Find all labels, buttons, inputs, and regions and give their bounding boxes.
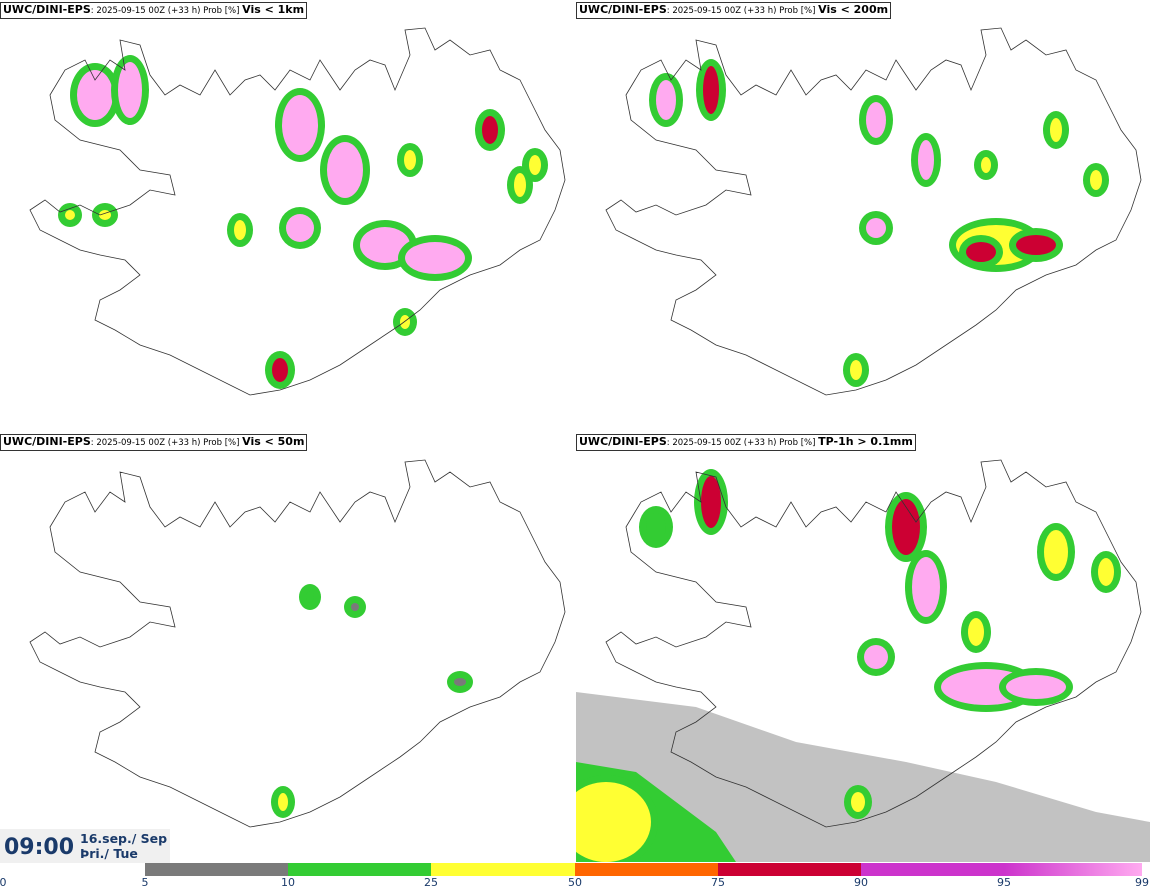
model-name: UWC/DINI-EPS <box>3 3 91 16</box>
probability-contour <box>454 678 466 686</box>
panel-title: UWC/DINI-EPS: 2025-09-15 00Z (+33 h) Pro… <box>576 2 892 19</box>
colorbar-tick-label: 90 <box>854 876 868 889</box>
probability-contour <box>306 591 314 603</box>
valid-date: 16.sep./ Sep Þri./ Tue <box>80 831 167 861</box>
colorbar-tick-label: 99 <box>1135 876 1149 889</box>
probability-contour <box>1090 170 1102 190</box>
variable-label: Vis < 1km <box>242 3 305 16</box>
colorbar-tick-label: 50 <box>568 876 582 889</box>
colorbar-segment <box>431 863 575 876</box>
probability-contour <box>400 315 410 329</box>
probability-contour <box>981 157 991 173</box>
colorbar-tick-label: 25 <box>424 876 438 889</box>
colorbar-segment <box>861 863 1004 876</box>
probability-contour <box>864 645 888 669</box>
probability-contour <box>656 80 676 120</box>
probability-contour <box>360 227 410 263</box>
panel-title: UWC/DINI-EPS: 2025-09-15 00Z (+33 h) Pro… <box>0 434 308 451</box>
probability-contour <box>1044 530 1068 574</box>
probability-contour <box>703 66 719 114</box>
precip-area <box>576 692 1150 862</box>
colorbar-tick-label: 95 <box>997 876 1011 889</box>
variable-label: TP-1h > 0.1mm <box>818 435 913 448</box>
colorbar-tick-label: 5 <box>141 876 149 889</box>
probability-contour <box>286 214 314 242</box>
iceland-coastline <box>605 459 1142 828</box>
valid-time: 09:00 <box>4 835 75 860</box>
probability-contour <box>1016 235 1056 255</box>
run-info: : 2025-09-15 00Z (+33 h) Prob [%] <box>90 6 243 16</box>
probability-contour <box>646 513 666 541</box>
probability-contour <box>866 218 886 238</box>
probability-contour <box>851 792 865 812</box>
colorbar-segment <box>288 863 431 876</box>
probability-contour <box>1050 118 1062 142</box>
colorbar-segment <box>145 863 288 876</box>
iceland-coastline <box>29 459 566 828</box>
iceland-coastline <box>29 27 566 396</box>
map-panel: UWC/DINI-EPS: 2025-09-15 00Z (+33 h) Pro… <box>0 432 574 862</box>
probability-contour <box>576 782 651 862</box>
probability-contour <box>234 220 246 240</box>
map-panel: UWC/DINI-EPS: 2025-09-15 00Z (+33 h) Pro… <box>576 0 1150 430</box>
colorbar-segment <box>1004 863 1142 876</box>
model-name: UWC/DINI-EPS <box>579 3 667 16</box>
valid-date-line2: Þri./ Tue <box>80 846 138 861</box>
probability-contour <box>968 618 984 646</box>
map-panel: UWC/DINI-EPS: 2025-09-15 00Z (+33 h) Pro… <box>576 432 1150 862</box>
probability-contour <box>1098 558 1114 586</box>
probability-contour <box>482 116 498 144</box>
valid-date-line1: 16.sep./ Sep <box>80 831 168 846</box>
probability-map <box>605 27 1142 396</box>
probability-contour <box>866 102 886 138</box>
colorbar-tick-label: 10 <box>281 876 295 889</box>
probability-contour <box>701 476 721 528</box>
run-info: : 2025-09-15 00Z (+33 h) Prob [%] <box>666 6 819 16</box>
colorbar-segment <box>3 863 145 876</box>
probability-contour <box>892 499 920 555</box>
map-panel: UWC/DINI-EPS: 2025-09-15 00Z (+33 h) Pro… <box>0 0 574 430</box>
probability-contour <box>282 95 318 155</box>
run-info: : 2025-09-15 00Z (+33 h) Prob [%] <box>90 438 243 448</box>
iceland-coastline <box>605 27 1142 396</box>
probability-contour <box>327 142 363 198</box>
probability-contour <box>351 603 359 611</box>
probability-contour <box>278 793 288 811</box>
valid-time-box: 09:00 16.sep./ Sep Þri./ Tue <box>0 829 170 863</box>
probability-contour <box>966 242 996 262</box>
probability-contour <box>405 242 465 274</box>
probability-contour <box>514 173 526 197</box>
panel-title: UWC/DINI-EPS: 2025-09-15 00Z (+33 h) Pro… <box>576 434 916 451</box>
model-name: UWC/DINI-EPS <box>3 435 91 448</box>
probability-contour <box>118 62 142 118</box>
run-info: : 2025-09-15 00Z (+33 h) Prob [%] <box>666 438 819 448</box>
probability-contour <box>850 360 862 380</box>
probability-contour <box>912 557 940 617</box>
variable-label: Vis < 200m <box>818 3 889 16</box>
probability-contour <box>65 210 75 220</box>
model-name: UWC/DINI-EPS <box>579 435 667 448</box>
probability-contour <box>1006 675 1066 699</box>
probability-contour <box>77 70 113 120</box>
probability-map <box>576 459 1150 862</box>
probability-map <box>29 27 566 396</box>
variable-label: Vis < 50m <box>242 435 305 448</box>
probability-contour <box>272 358 288 382</box>
panel-title: UWC/DINI-EPS: 2025-09-15 00Z (+33 h) Pro… <box>0 2 308 19</box>
probability-contour <box>918 140 934 180</box>
colorbar-segment <box>718 863 861 876</box>
probability-contour <box>529 155 541 175</box>
probability-map <box>29 459 566 828</box>
colorbar-tick-label: 75 <box>711 876 725 889</box>
colorbar-segment <box>575 863 718 876</box>
probability-contour <box>404 150 416 170</box>
colorbar-tick-label: 0 <box>0 876 7 889</box>
